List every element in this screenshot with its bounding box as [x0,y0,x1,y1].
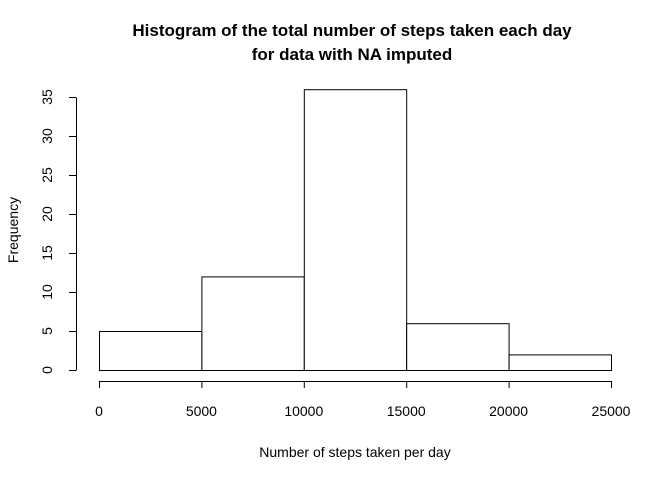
y-axis-label: Frequency [5,197,21,263]
y-tick-label-0: 0 [39,366,55,374]
y-tick-label-6: 30 [39,128,55,144]
chart-title-line-2: for data with NA imputed [252,45,453,64]
chart-title-line-1: Histogram of the total number of steps t… [132,21,572,40]
x-axis-label: Number of steps taken per day [259,444,450,460]
y-tick-label-3: 15 [39,245,55,261]
y-tick-label-2: 10 [39,284,55,300]
x-tick-label-2: 10000 [284,403,323,419]
y-tick-label-1: 5 [39,327,55,335]
x-tick-label-3: 15000 [387,403,426,419]
x-axis: 0 5000 10000 15000 20000 25000 [95,381,631,419]
y-axis: 0 5 10 15 20 25 30 35 [39,89,77,374]
x-tick-label-0: 0 [95,403,103,419]
y-tick-label-4: 20 [39,206,55,222]
x-tick-label-4: 20000 [489,403,528,419]
histogram-bar-4 [508,354,613,371]
y-tick-label-5: 25 [39,167,55,183]
y-tick-label-7: 35 [39,89,55,105]
histogram-bar-2 [303,89,408,371]
x-tick-label-1: 5000 [186,403,217,419]
x-tick-label-5: 25000 [592,403,631,419]
histogram-bar-0 [99,331,203,371]
histogram-bar-3 [406,323,510,372]
bars-group [99,89,613,372]
histogram-bar-1 [201,276,305,371]
